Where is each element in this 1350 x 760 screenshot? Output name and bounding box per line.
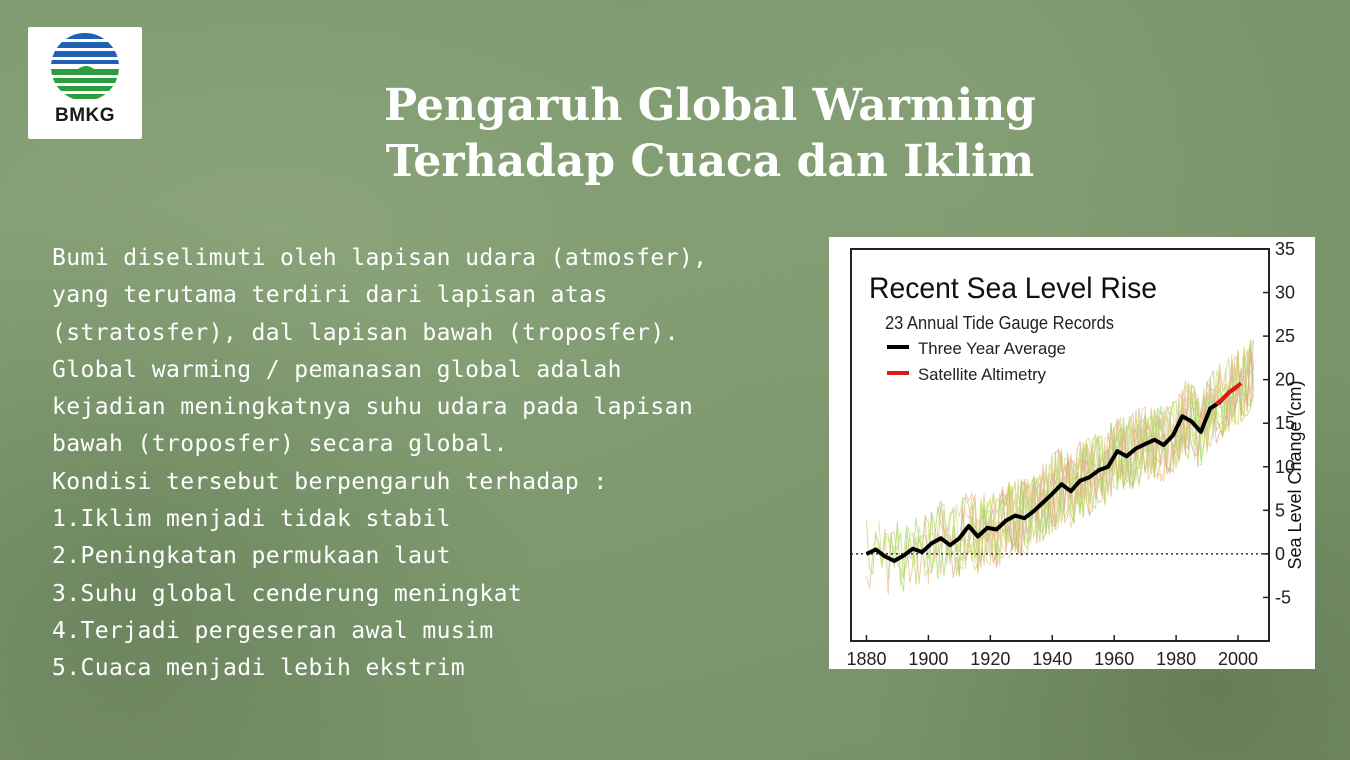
title-line-2: Terhadap Cuaca dan Iklim xyxy=(385,136,1035,187)
x-tick-label: 1900 xyxy=(908,649,948,669)
tide-gauge-trace xyxy=(1002,350,1254,557)
x-tick-label: 1880 xyxy=(846,649,886,669)
list-item: 1.Iklim menjadi tidak stabil xyxy=(52,506,451,533)
list-item: 2.Peningkatan permukaan laut xyxy=(52,543,451,570)
tide-gauge-trace xyxy=(955,353,1254,570)
chart-title: Recent Sea Level Rise xyxy=(869,272,1157,305)
page-title: Pengaruh Global Warming Terhadap Cuaca d… xyxy=(300,78,1120,190)
x-tick-label: 1920 xyxy=(970,649,1010,669)
body-line: Bumi diselimuti oleh lapisan udara (atmo… xyxy=(52,245,708,271)
y-tick-label: 15 xyxy=(1275,413,1295,433)
x-tick-label: 1940 xyxy=(1032,649,1072,669)
y-tick-label: 30 xyxy=(1275,283,1295,303)
y-tick-label: 5 xyxy=(1275,500,1285,520)
body-line: kejadian meningkatnya suhu udara pada la… xyxy=(52,394,694,421)
body-line: yang terutama terdiri dari lapisan atas xyxy=(52,282,608,309)
list-item: 4.Terjadi pergeseran awal musim xyxy=(52,617,494,644)
plot-frame xyxy=(850,248,1270,642)
axis-ticks: 1880 1900 1920 1940 1960 1980 2000 -5 0 5 10 15 20 25… xyxy=(846,239,1295,669)
list-item: 3.Suhu global cenderung meningkat xyxy=(52,580,523,607)
chart-subtitle: 23 Annual Tide Gauge Records xyxy=(885,313,1114,333)
title-line-1: Pengaruh Global Warming xyxy=(384,80,1036,131)
bmkg-emblem-icon xyxy=(51,33,119,99)
x-tick-label: 1960 xyxy=(1094,649,1134,669)
bmkg-logo: BMKG xyxy=(28,27,142,139)
logo-text: BMKG xyxy=(54,105,116,126)
x-tick-label: 1980 xyxy=(1156,649,1196,669)
legend-label-three-year-average: Three Year Average xyxy=(918,339,1066,358)
list-item: 5.Cuaca menjadi lebih ekstrim xyxy=(52,655,466,682)
y-tick-label: 20 xyxy=(1275,370,1295,390)
y-tick-label: 25 xyxy=(1275,326,1295,346)
series-line-three-year-average xyxy=(865,384,1240,563)
sea-level-chart: 1880 1900 1920 1940 1960 1980 2000 -5 0 5 10 15 20 25… xyxy=(829,237,1315,669)
tide-gauge-trace xyxy=(1008,364,1254,559)
body-line: Global warming / pemanasan global adalah xyxy=(52,356,622,383)
y-axis-label: Sea Level Change (cm) xyxy=(1285,380,1305,569)
y-tick-label: -5 xyxy=(1275,587,1291,607)
body-text: Bumi diselimuti oleh lapisan udara (atmo… xyxy=(52,240,772,688)
series-line-satellite-altimetry xyxy=(1215,381,1243,406)
y-tick-label: 35 xyxy=(1275,239,1295,259)
body-line: Kondisi tersebut berpengaruh terhadap : xyxy=(52,468,608,495)
body-line: bawah (troposfer) secara global. xyxy=(52,431,508,458)
y-tick-label: 0 xyxy=(1275,544,1285,564)
chart-svg: 1880 1900 1920 1940 1960 1980 2000 -5 0 5 10 15 20 25… xyxy=(846,239,1305,669)
x-tick-label: 2000 xyxy=(1218,649,1258,669)
body-line: (stratosfer), dal lapisan bawah (troposf… xyxy=(52,319,679,346)
y-tick-label: 10 xyxy=(1275,457,1295,477)
legend-label-satellite-altimetry: Satellite Altimetry xyxy=(918,365,1046,384)
